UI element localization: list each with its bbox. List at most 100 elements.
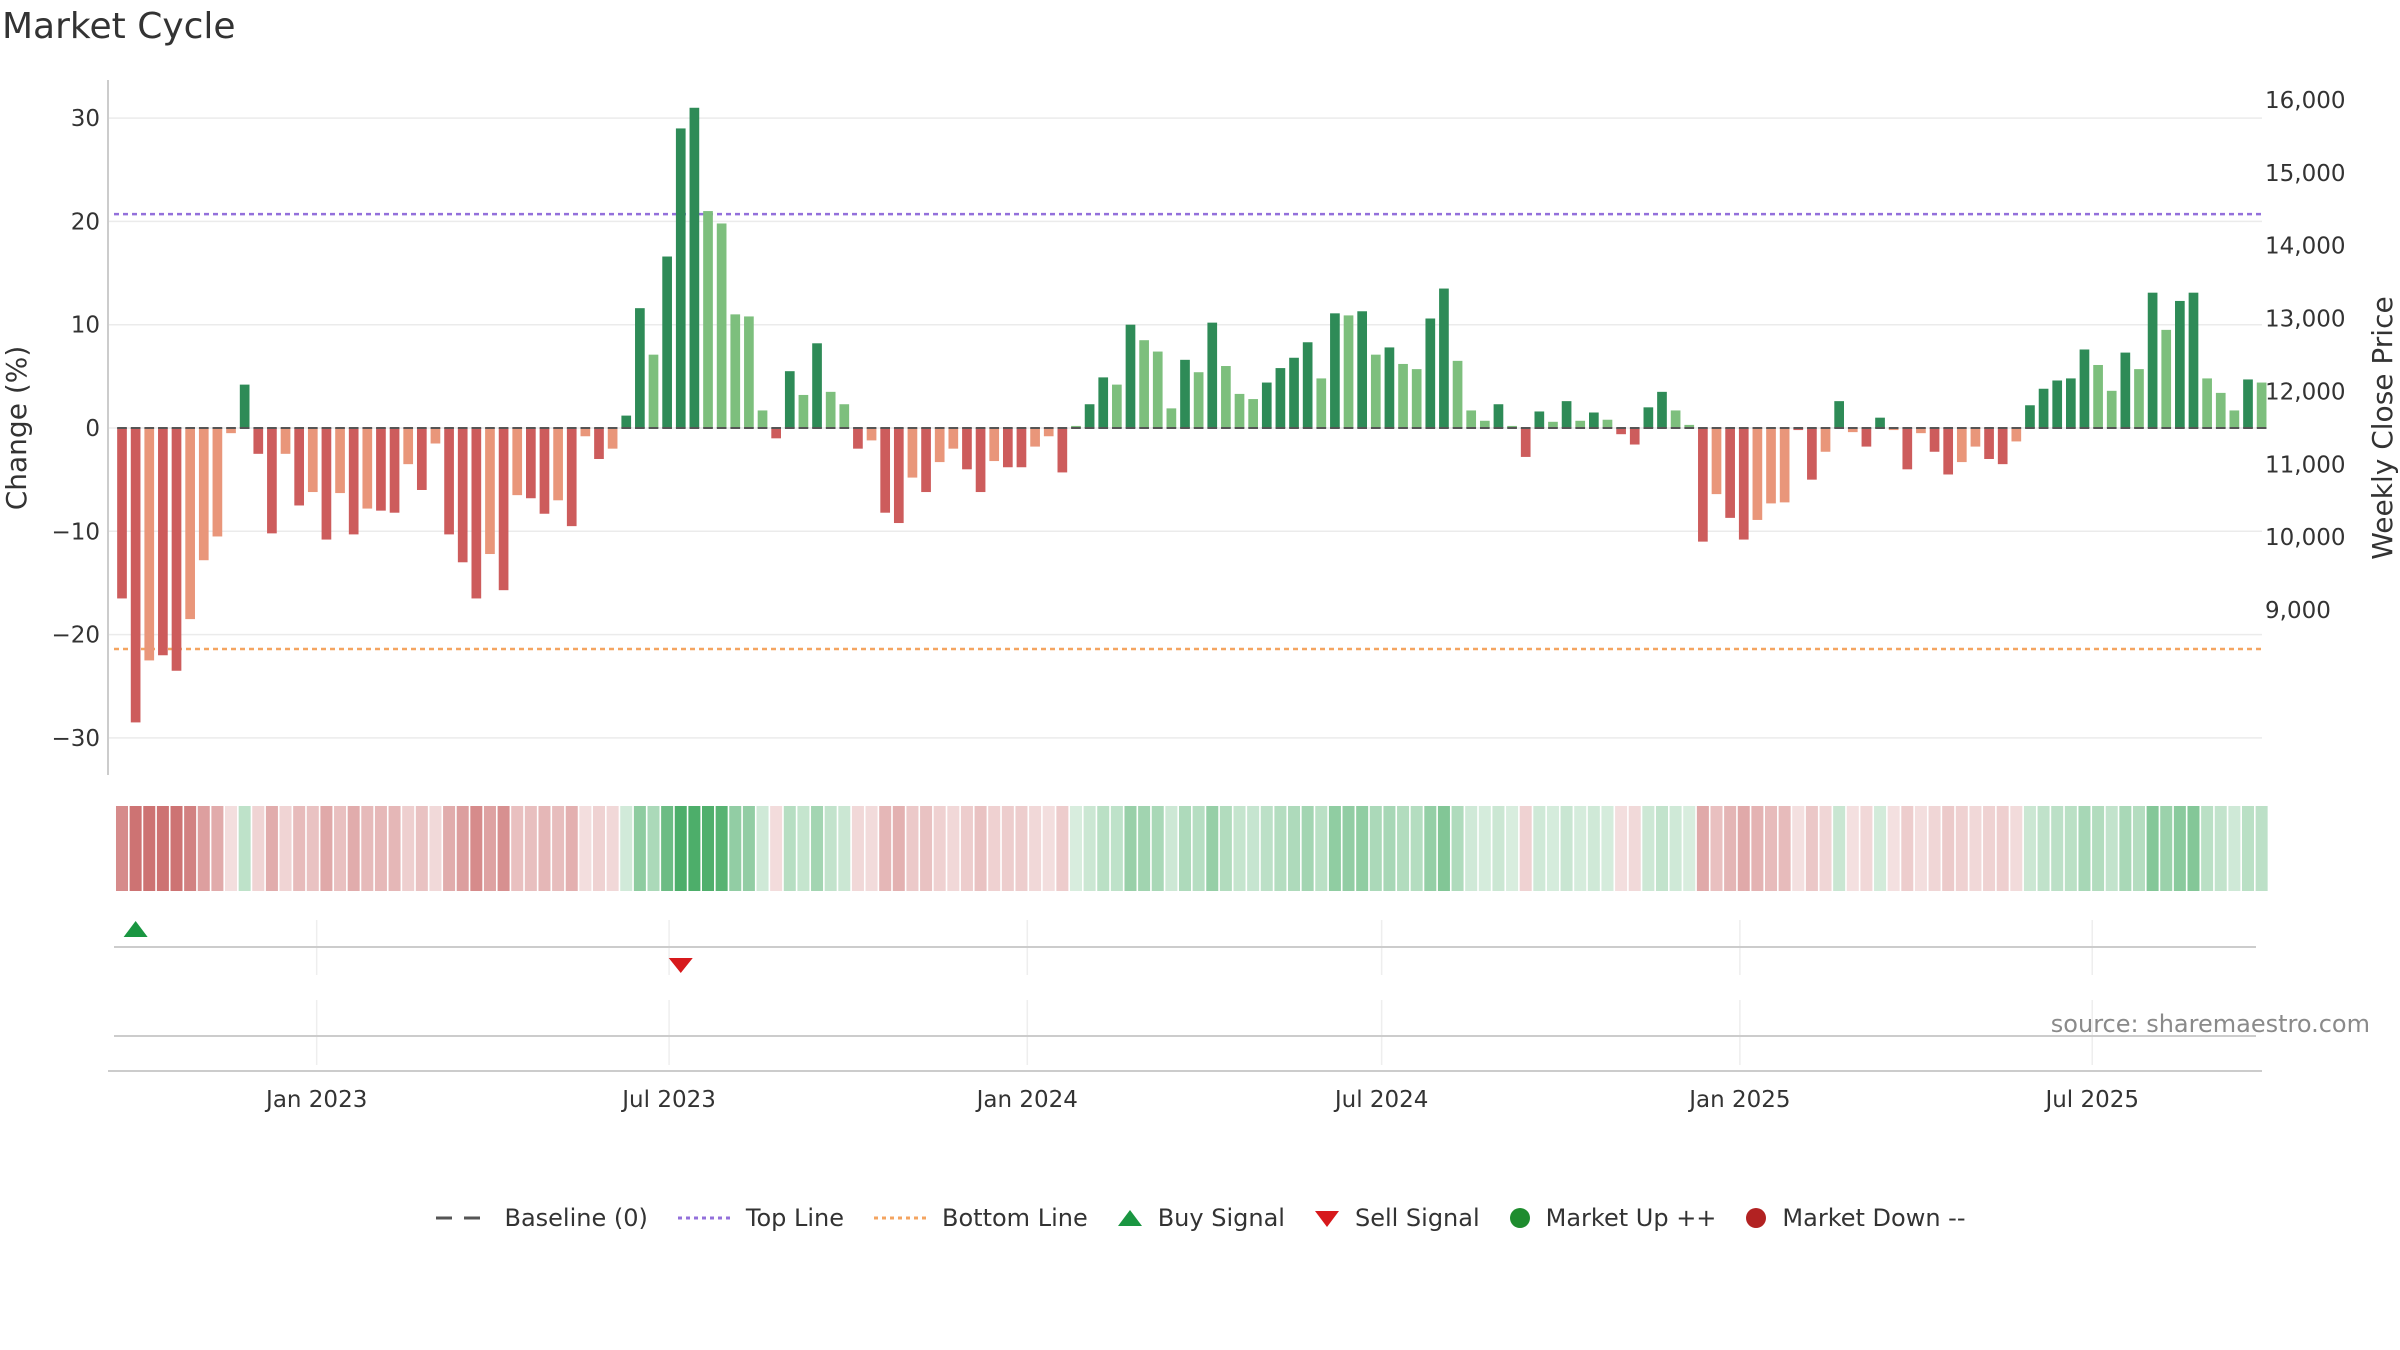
bar [893,428,904,524]
bar [812,343,822,428]
heat-cell [143,806,156,891]
bar [376,428,386,511]
heat-cell [1178,806,1192,891]
heat-cell [1901,806,1914,891]
legend-bottom-line[interactable]: Bottom Line [872,1204,1088,1232]
bar [1793,428,1804,431]
bar [1193,372,1204,428]
bar [757,410,768,428]
heat-cell [115,806,129,891]
heat-cell [1315,806,1328,891]
bar [1330,313,1340,428]
bar [1807,428,1817,480]
heat-cell [1274,806,1287,891]
heat-cell [1383,806,1396,891]
heat-cell [1465,806,1478,891]
bar [689,107,700,429]
heat-cell [497,806,510,891]
bar [144,428,155,661]
heat-cell [920,806,933,891]
bar [2038,388,2049,428]
legend-market-up[interactable]: Market Up ++ [1508,1204,1716,1232]
bar [185,428,195,620]
bar [171,428,182,671]
bar [2065,378,2076,428]
bar [2079,349,2090,428]
bar [948,428,959,449]
bar [1030,428,1040,447]
heat-cell [633,806,646,891]
bar [1888,428,1899,431]
heat-cell [797,806,810,891]
bar [117,428,127,599]
heat-cell [238,806,251,891]
bar [158,428,168,656]
heat-cell [1983,806,1996,891]
bar [934,428,945,463]
heat-cell [824,806,837,891]
heat-cell [1942,806,1955,891]
bar [1221,366,1231,428]
legend-sell-signal[interactable]: Sell Signal [1313,1204,1480,1232]
bar [1098,377,1109,428]
heat-cell [1247,806,1260,891]
heat-cell [2187,806,2200,891]
heat-cell [1478,806,1491,891]
bar [962,428,972,470]
bar [675,128,686,428]
y-tick-label: 0 [85,416,100,442]
heat-cell [1737,806,1750,891]
legend-buy-signal[interactable]: Buy Signal [1116,1204,1285,1232]
bar [1766,428,1776,504]
bar [703,211,713,428]
y2-tick-label: 9,000 [2265,598,2331,624]
heat-cell [770,806,783,891]
heat-cell [1097,806,1110,891]
heat-cell [1288,806,1301,891]
triangle-down-icon [1314,1211,1339,1227]
heat-cell [2160,806,2173,891]
heat-cell [702,806,715,891]
legend-label: Sell Signal [1354,1204,1480,1232]
heat-cell [320,806,333,891]
bar [1261,382,1272,428]
bar [1657,391,1667,428]
bar [1861,428,1872,447]
bar [2120,352,2131,428]
heat-cell [265,806,278,891]
heat-cell [2051,806,2064,891]
bar [1738,428,1749,540]
bar [907,428,918,478]
legend-market-down[interactable]: Market Down -- [1744,1204,1966,1232]
bar [1043,428,1054,437]
bar [2229,410,2240,428]
bar [1834,401,1844,428]
bar [1520,428,1531,457]
bar [1779,428,1790,503]
heat-cell [1110,806,1123,891]
legend-top-line[interactable]: Top Line [676,1204,844,1232]
heat-cell [2255,806,2268,891]
x-tick-label: Jan 2025 [1687,1087,1790,1113]
bar [457,428,468,563]
bar [2202,378,2212,428]
bar [1602,419,1613,428]
bar [1575,420,1586,428]
heat-cell [1165,806,1178,891]
bar [348,428,359,535]
heat-cell [715,806,728,891]
heat-cell [415,806,428,891]
heat-cell [1206,806,1219,891]
bar [744,316,754,428]
heat-cell [361,806,374,891]
heat-cell [838,806,851,891]
bar [226,428,236,434]
heat-cell [1029,806,1042,891]
bar [1289,357,1299,428]
bar [2025,405,2035,428]
legend-baseline[interactable]: Baseline (0) [434,1204,648,1232]
heat-cell [1819,806,1832,891]
bar [921,428,931,493]
legend-label: Bottom Line [942,1204,1088,1232]
y-tick-label: −10 [51,519,100,545]
